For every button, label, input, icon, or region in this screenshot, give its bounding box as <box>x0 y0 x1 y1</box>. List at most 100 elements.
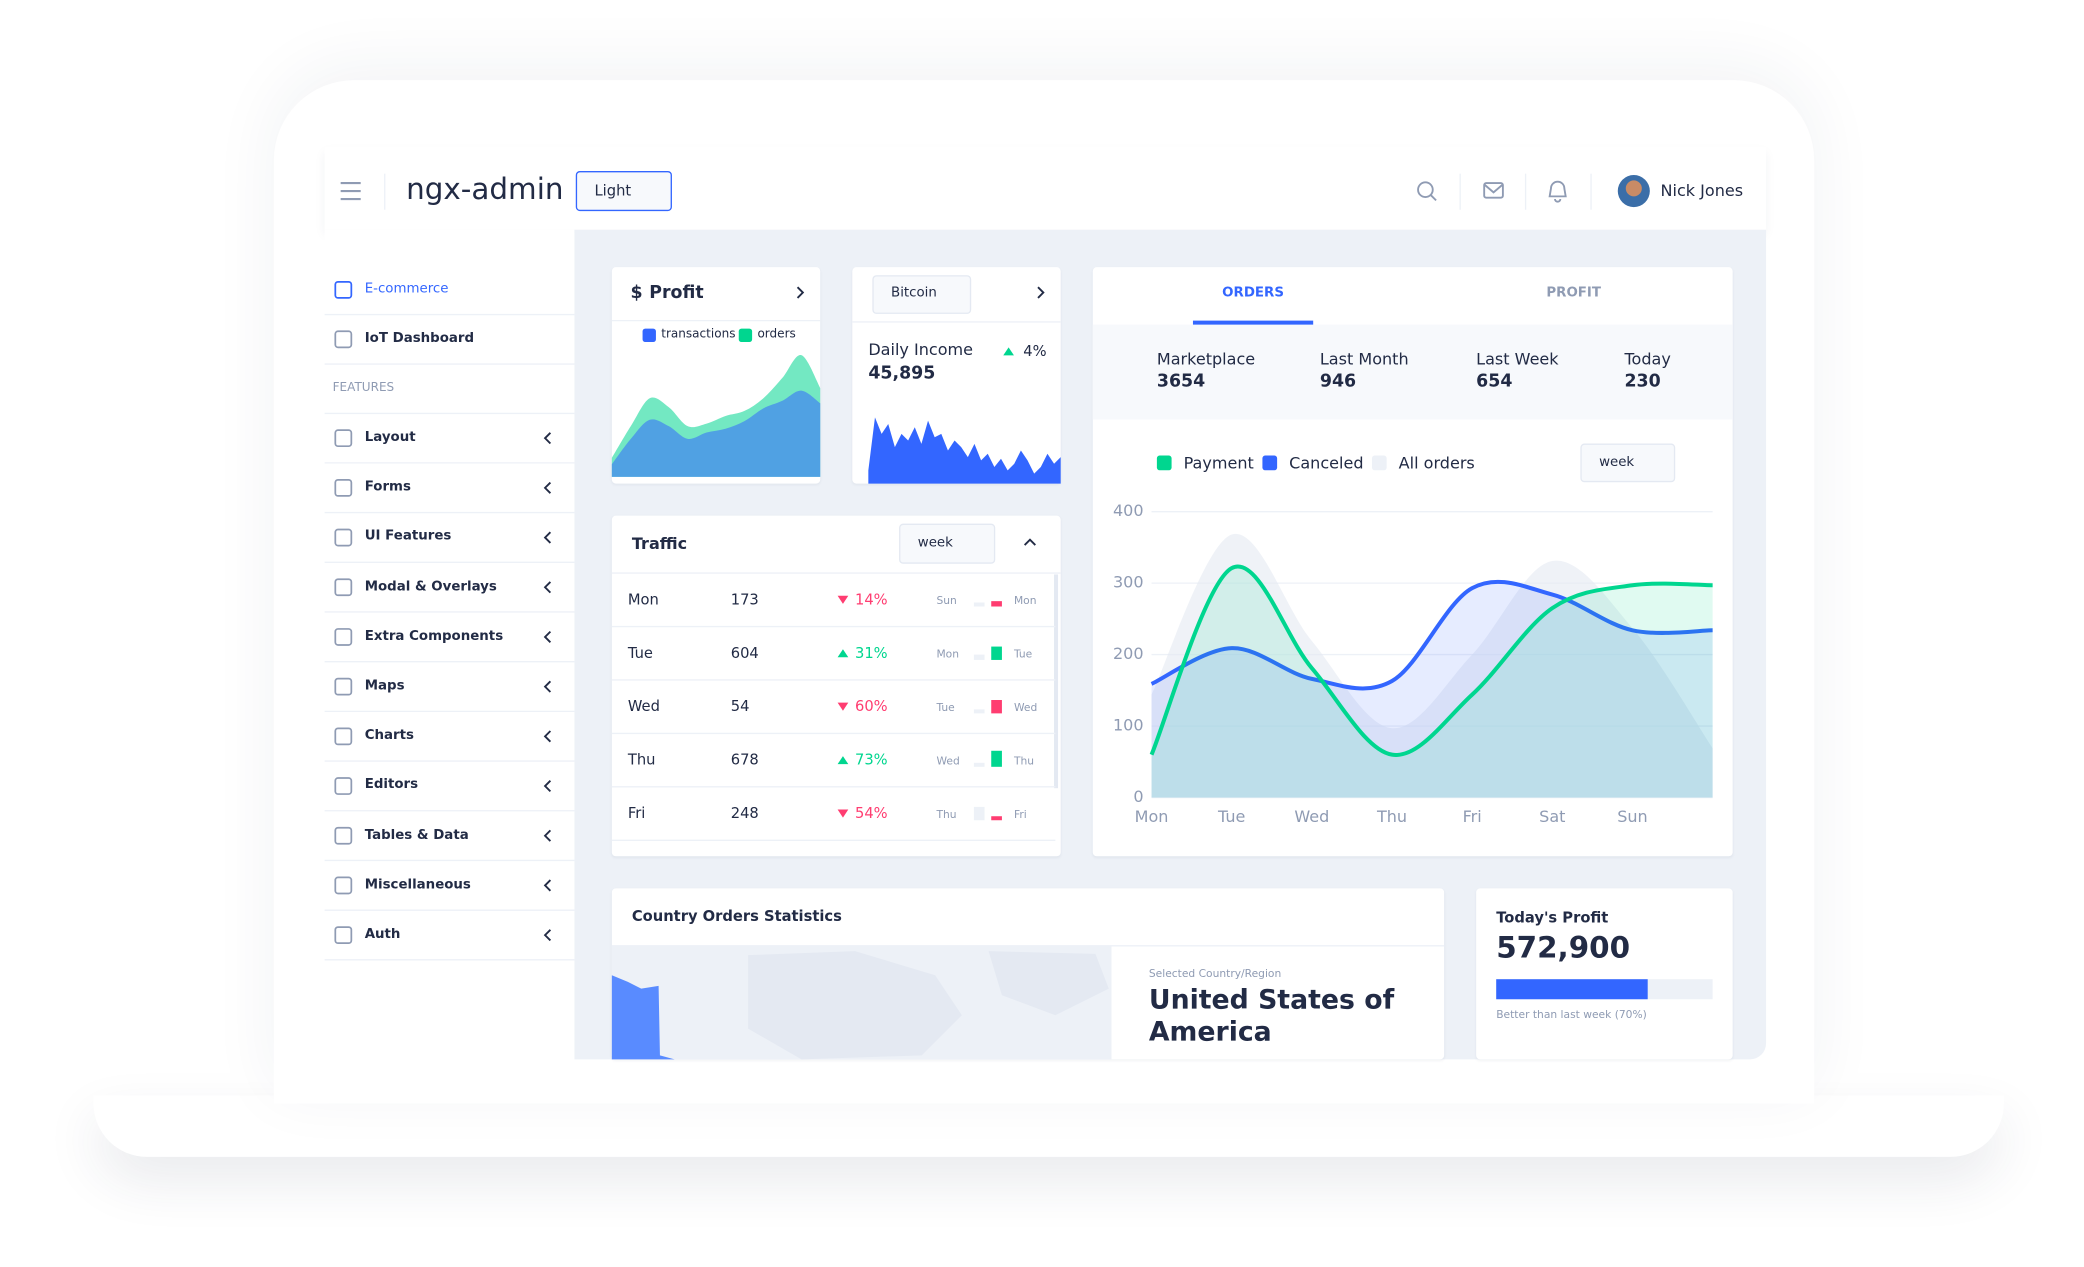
orders-stats-band <box>1092 324 1733 420</box>
user-name[interactable]: Nick Jones <box>1660 181 1744 201</box>
chevron[interactable] <box>796 286 805 299</box>
chevron[interactable] <box>543 829 552 842</box>
tab[interactable]: ORDERS <box>1222 285 1284 301</box>
y-tick-label: 200 <box>1113 644 1144 663</box>
traffic-value: 604 <box>730 644 759 662</box>
income-value: 45,895 <box>868 363 936 384</box>
prev-bar <box>973 806 985 821</box>
traffic-day: Mon <box>627 591 659 609</box>
y-tick-label: 400 <box>1113 501 1144 520</box>
mail-icon[interactable] <box>1483 182 1504 199</box>
chevron[interactable] <box>543 780 552 793</box>
menu-item[interactable]: E-commerce <box>364 281 449 297</box>
tab[interactable]: PROFIT <box>1546 285 1602 301</box>
menu-item[interactable]: Layout <box>364 430 416 445</box>
current-bar <box>991 646 1002 660</box>
menu-icon <box>334 528 353 547</box>
stat-label: Marketplace <box>1156 349 1256 369</box>
chevron[interactable] <box>543 581 552 594</box>
map-land <box>748 951 1109 1060</box>
menu-item[interactable]: IoT Dashboard <box>364 331 475 346</box>
menu-item[interactable]: Modal & Overlays <box>364 579 497 594</box>
chevron[interactable] <box>543 879 552 892</box>
legend-swatch <box>1262 455 1278 471</box>
traffic-change: 54% <box>854 804 888 823</box>
series-area <box>1151 581 1713 798</box>
traffic-change: 14% <box>854 591 888 609</box>
menu-item[interactable]: Miscellaneous <box>364 877 471 893</box>
search-icon-handle <box>1430 194 1437 202</box>
current-day-label: Tue <box>1013 648 1033 661</box>
current-day-label: Thu <box>1013 755 1035 768</box>
x-tick-label: Thu <box>1376 807 1407 826</box>
stat-label: Last Month <box>1319 349 1409 369</box>
avatar-face <box>1625 180 1642 197</box>
theme-select[interactable] <box>575 170 672 212</box>
menu-item[interactable]: Extra Components <box>364 628 504 644</box>
device-base <box>93 1095 2004 1157</box>
current-bar <box>991 601 1002 607</box>
theme-value: Light <box>594 182 632 200</box>
prev-day-label: Wed <box>936 755 960 768</box>
menu-icon <box>334 777 353 795</box>
currency-select[interactable] <box>872 275 972 314</box>
series-area <box>1151 533 1713 798</box>
chevron[interactable] <box>543 730 552 743</box>
legend-label: transactions <box>661 328 736 342</box>
chevron[interactable] <box>543 929 552 942</box>
chevron[interactable] <box>543 630 552 643</box>
traffic-change: 31% <box>854 644 888 662</box>
menu-item[interactable]: Charts <box>364 728 414 744</box>
trend-up-arrow <box>1003 347 1014 356</box>
period-select[interactable] <box>899 523 996 564</box>
x-tick-label: Fri <box>1463 807 1482 826</box>
y-tick-label: 300 <box>1113 573 1144 592</box>
prev-bar <box>973 654 985 660</box>
traffic-day: Tue <box>627 644 653 662</box>
legend-label: Payment <box>1183 453 1254 473</box>
traffic-value: 248 <box>730 804 759 823</box>
menu-item[interactable]: Maps <box>364 678 405 694</box>
chevron[interactable] <box>543 432 552 445</box>
chevron[interactable] <box>1037 286 1045 299</box>
trend-arrow <box>837 595 849 604</box>
card-title: Country Orders Statistics <box>631 907 842 925</box>
income-label: Daily Income <box>868 340 973 360</box>
traffic-day: Thu <box>627 751 656 769</box>
chevron[interactable] <box>543 531 552 544</box>
prev-day-label: Tue <box>936 701 955 714</box>
caption: Better than last week (70%) <box>1496 1008 1647 1021</box>
current-day-label: Fri <box>1013 808 1027 821</box>
menu-icon <box>334 478 353 497</box>
stat-value: 654 <box>1476 371 1513 392</box>
menu-item[interactable]: Forms <box>364 479 411 495</box>
mail-icon-flap <box>1483 183 1504 194</box>
menu-icon <box>334 429 353 448</box>
stat-value: 3654 <box>1156 371 1206 392</box>
select-value: Bitcoin <box>891 285 937 301</box>
series-line <box>1149 564 1713 757</box>
caption: Selected Country/Region <box>1148 967 1282 980</box>
map-selected-country[interactable] <box>611 975 675 1060</box>
menu-item[interactable]: UI Features <box>364 529 452 545</box>
menu-item[interactable]: Tables & Data <box>364 827 469 843</box>
legend-swatch <box>642 328 656 342</box>
chevron[interactable] <box>1023 538 1036 546</box>
current-bar <box>991 700 1002 714</box>
legend-label: orders <box>757 328 796 342</box>
chevron[interactable] <box>543 481 552 494</box>
bell-icon[interactable] <box>1548 180 1567 203</box>
menu-icon <box>334 727 353 746</box>
trend-arrow <box>837 649 849 658</box>
menu-item[interactable]: Editors <box>364 778 419 793</box>
y-tick-label: 0 <box>1133 787 1143 806</box>
stat-value: 230 <box>1624 371 1661 392</box>
search-icon[interactable] <box>1417 181 1434 198</box>
chevron[interactable] <box>543 680 552 693</box>
stat-label: Today <box>1624 349 1671 369</box>
select-value: week <box>917 535 953 551</box>
menu-item[interactable]: Auth <box>364 927 401 942</box>
prev-bar <box>973 709 985 714</box>
period-select[interactable] <box>1580 443 1676 483</box>
